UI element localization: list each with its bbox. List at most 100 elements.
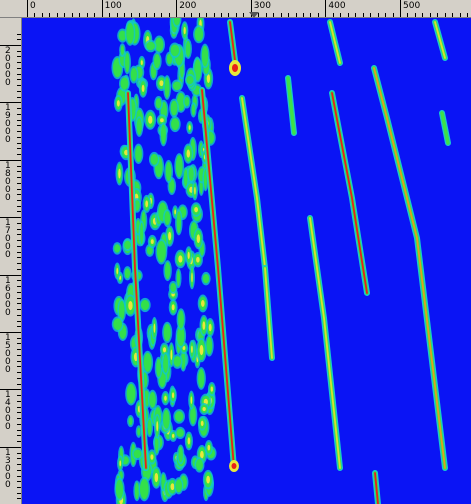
noise-blob bbox=[206, 73, 211, 83]
ruler-tick bbox=[17, 297, 21, 299]
top-tick-label: 0 bbox=[30, 1, 36, 11]
tuning-marker[interactable] bbox=[249, 12, 261, 20]
noise-blob bbox=[139, 478, 149, 500]
noise-blob bbox=[188, 167, 194, 181]
left-tick-label: 18000 bbox=[5, 160, 11, 203]
ruler-tick bbox=[17, 182, 21, 184]
ruler-tick bbox=[17, 291, 21, 293]
ruler-tick bbox=[17, 486, 21, 488]
noise-blob bbox=[171, 118, 180, 131]
marker-triangle[interactable] bbox=[249, 12, 259, 18]
noise-blob bbox=[128, 417, 133, 426]
ruler-tick bbox=[17, 257, 21, 259]
ruler-tick bbox=[17, 360, 21, 362]
ruler-tick bbox=[220, 13, 222, 17]
ruler-tick bbox=[17, 108, 21, 110]
noise-blob bbox=[118, 30, 127, 41]
ruler-tick bbox=[429, 13, 431, 17]
noise-blob bbox=[126, 383, 136, 404]
ruler-tick bbox=[17, 171, 21, 173]
ruler-tick bbox=[17, 326, 21, 328]
noise-blob bbox=[175, 155, 183, 178]
noise-blob bbox=[128, 300, 133, 311]
noise-blob bbox=[153, 323, 156, 333]
noise-blob bbox=[176, 428, 184, 438]
ruler-tick bbox=[370, 13, 372, 17]
ruler-tick bbox=[131, 13, 133, 17]
ruler-tick bbox=[392, 13, 394, 17]
noise-blob bbox=[172, 81, 182, 91]
hot-spot bbox=[232, 64, 238, 72]
noise-blob bbox=[162, 347, 167, 353]
noise-blob bbox=[182, 346, 186, 351]
noise-blob bbox=[166, 53, 173, 65]
noise-blob bbox=[120, 77, 129, 90]
ruler-tick bbox=[243, 13, 245, 17]
ruler-tick bbox=[17, 33, 21, 35]
ruler-tick bbox=[17, 73, 21, 75]
noise-blob bbox=[163, 354, 169, 373]
ruler-tick bbox=[310, 13, 312, 17]
noise-blob bbox=[154, 472, 159, 483]
noise-blob bbox=[202, 321, 206, 330]
ruler-tick bbox=[183, 13, 185, 17]
top-tick-label: 500 bbox=[403, 1, 421, 11]
ruler-tick bbox=[332, 13, 334, 17]
noise-blob bbox=[178, 255, 183, 263]
ruler-tick bbox=[288, 13, 290, 17]
trace-core bbox=[201, 89, 235, 469]
trace-core bbox=[329, 21, 341, 64]
noise-blob bbox=[194, 27, 204, 42]
trace-core bbox=[309, 217, 341, 469]
noise-blob bbox=[191, 345, 193, 353]
noise-blob bbox=[174, 209, 176, 215]
noise-blob bbox=[125, 52, 130, 73]
ruler-tick bbox=[414, 13, 416, 17]
ruler-tick bbox=[17, 125, 21, 127]
ruler-tick bbox=[17, 194, 21, 196]
ruler-tick bbox=[17, 366, 21, 368]
noise-blob bbox=[184, 96, 190, 107]
noise-blob bbox=[141, 84, 145, 93]
ruler-tick bbox=[0, 102, 21, 104]
left-ruler: 20000 19000 18000 17000 16000 15000 14000 13000 bbox=[0, 18, 22, 504]
ruler-tick bbox=[17, 314, 21, 316]
noise-blob bbox=[156, 421, 159, 432]
noise-blob bbox=[124, 268, 131, 279]
ruler-tick bbox=[17, 286, 21, 288]
noise-blob bbox=[164, 395, 167, 401]
noise-blob bbox=[164, 211, 171, 226]
signal-traces bbox=[125, 19, 451, 504]
noise-blob bbox=[165, 161, 172, 182]
ruler-tick bbox=[265, 13, 267, 17]
noise-blob bbox=[150, 454, 154, 460]
ruler-tick bbox=[17, 119, 21, 121]
noise-blob bbox=[116, 267, 119, 275]
ruler-tick bbox=[191, 13, 193, 17]
noise-blob bbox=[171, 433, 175, 438]
noise-blob bbox=[176, 92, 186, 111]
ruler-tick bbox=[17, 131, 21, 133]
noise-blob bbox=[135, 145, 142, 162]
noise-blob bbox=[210, 386, 213, 392]
ruler-tick bbox=[17, 429, 21, 431]
left-tick-label: 14000 bbox=[5, 390, 11, 433]
ruler-tick bbox=[17, 79, 21, 81]
ruler-tick bbox=[0, 217, 21, 219]
ruler-tick bbox=[17, 395, 21, 397]
noise-blob bbox=[201, 299, 205, 307]
ruler-tick bbox=[459, 13, 461, 17]
ruler-tick bbox=[41, 13, 43, 17]
ruler-tick bbox=[17, 377, 21, 379]
noise-blob bbox=[207, 444, 211, 451]
noise-blob bbox=[118, 168, 121, 179]
top-tick-label: 200 bbox=[179, 1, 197, 11]
ruler-tick bbox=[17, 452, 21, 454]
noise-blob bbox=[163, 323, 171, 342]
ruler-tick bbox=[161, 13, 163, 17]
ruler-tick bbox=[123, 13, 125, 17]
ruler-tick bbox=[17, 492, 21, 494]
noise-blob bbox=[170, 349, 173, 361]
ruler-tick bbox=[17, 177, 21, 179]
noise-blob bbox=[199, 344, 204, 356]
